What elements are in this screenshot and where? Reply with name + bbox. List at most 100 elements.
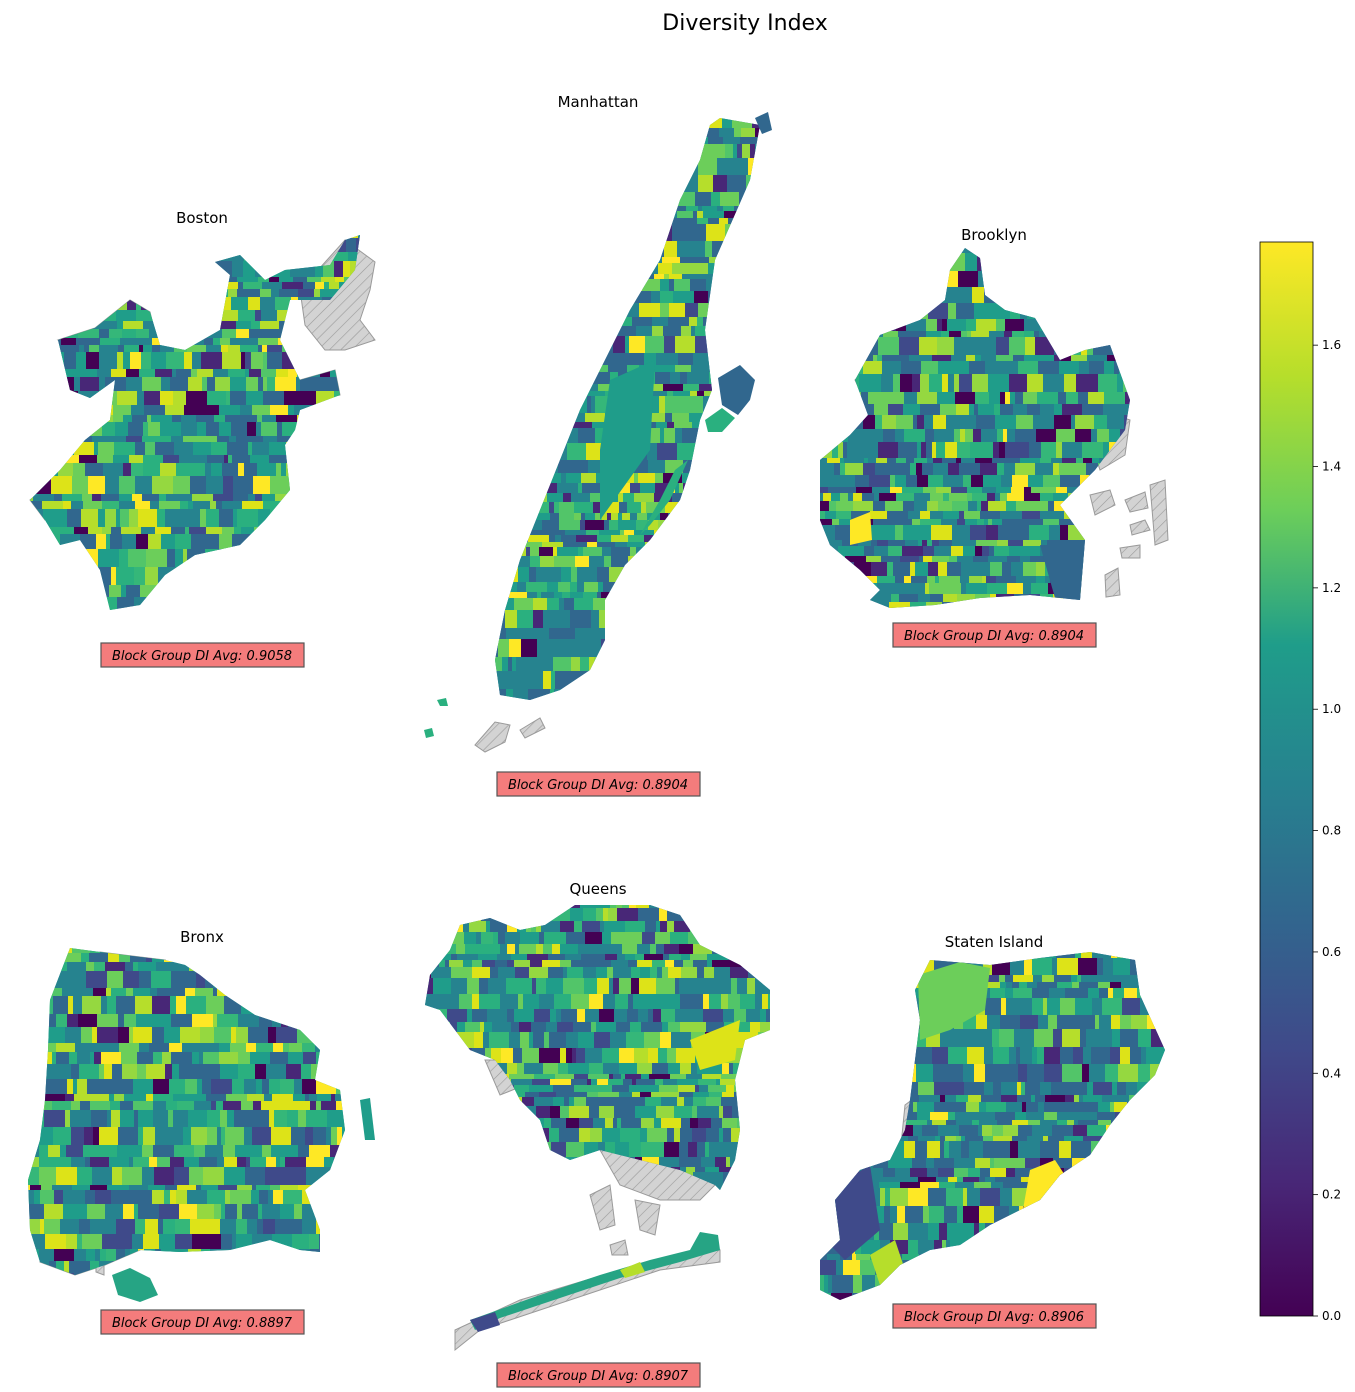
block-group-cell	[747, 978, 755, 994]
block-group-cell	[340, 1234, 344, 1249]
block-group-cell	[1122, 998, 1140, 1015]
block-group-cell	[997, 540, 1008, 546]
block-group-cell	[184, 310, 203, 321]
block-group-cell	[828, 487, 841, 493]
block-group-cell	[161, 377, 170, 391]
block-group-cell	[501, 144, 521, 158]
block-group-cell	[327, 1110, 345, 1127]
block-group-cell	[763, 1157, 770, 1167]
block-group-cell	[686, 502, 698, 513]
block-group-cell	[1020, 458, 1040, 463]
block-group-cell	[228, 455, 232, 463]
block-group-cell	[83, 988, 93, 996]
block-group-cell	[750, 932, 761, 944]
block-group-cell	[28, 1127, 35, 1145]
block-group-cell	[925, 952, 937, 958]
block-group-cell	[609, 336, 613, 353]
block-group-cell	[77, 297, 93, 310]
block-group-cell	[534, 274, 551, 279]
block-group-cell	[314, 289, 320, 297]
block-group-cell	[543, 944, 552, 954]
block-group-cell	[141, 527, 155, 534]
block-group-cell	[569, 639, 588, 657]
block-group-cell	[177, 1014, 192, 1027]
block-group-cell	[703, 365, 709, 372]
block-group-cell	[512, 291, 531, 303]
block-group-cell	[620, 110, 629, 118]
block-group-cell	[425, 1022, 426, 1032]
block-group-cell	[843, 475, 855, 487]
block-group-cell	[200, 321, 215, 329]
block-group-cell	[1040, 404, 1050, 415]
block-group-cell	[298, 338, 306, 345]
block-group-cell	[248, 297, 260, 310]
block-group-cell	[979, 952, 995, 958]
block-group-cell	[757, 391, 760, 396]
block-group-cell	[82, 310, 101, 321]
block-group-cell	[74, 1249, 78, 1261]
block-group-cell	[604, 137, 608, 144]
block-group-cell	[572, 365, 579, 372]
block-group-cell	[302, 1219, 316, 1234]
block-group-cell	[581, 317, 588, 326]
block-group-cell	[231, 422, 247, 436]
block-group-cell	[741, 908, 749, 921]
block-group-cell	[531, 628, 549, 639]
block-group-cell	[114, 1094, 124, 1101]
block-group-cell	[51, 509, 67, 527]
block-group-cell	[609, 520, 618, 530]
block-group-cell	[1071, 355, 1076, 361]
block-group-cell	[38, 962, 43, 971]
block-group-cell	[307, 509, 311, 527]
block-group-cell	[241, 1101, 253, 1110]
block-group-cell	[850, 594, 856, 602]
block-group-cell	[874, 602, 878, 608]
block-group-cell	[622, 279, 633, 291]
block-group-cell	[559, 428, 578, 443]
block-group-cell	[300, 534, 319, 549]
block-group-cell	[263, 352, 267, 369]
block-group-cell	[706, 689, 727, 700]
block-group-cell	[760, 1022, 770, 1032]
block-group-cell	[885, 501, 903, 511]
block-group-cell	[679, 483, 683, 493]
block-group-cell	[341, 1190, 345, 1204]
block-group-cell	[768, 598, 777, 610]
block-group-cell	[669, 547, 681, 556]
block-group-cell	[1019, 982, 1027, 988]
block-group-cell	[48, 252, 55, 261]
block-group-cell	[1024, 493, 1040, 501]
block-group-cell	[731, 1128, 752, 1142]
block-group-cell	[969, 576, 982, 583]
block-group-cell	[636, 224, 652, 241]
block-group-cell	[765, 391, 777, 396]
block-group-cell	[464, 932, 476, 944]
block-group-cell	[500, 110, 516, 118]
block-group-cell	[233, 494, 248, 501]
block-group-cell	[218, 549, 235, 567]
block-group-cell	[720, 263, 732, 274]
block-group-cell	[464, 1142, 478, 1157]
block-group-cell	[871, 988, 890, 998]
block-group-cell	[158, 1219, 163, 1234]
block-group-cell	[298, 1185, 317, 1190]
block-group-cell	[689, 317, 697, 326]
block-group-cell	[56, 405, 67, 415]
block-group-cell	[637, 582, 657, 592]
block-group-cell	[55, 1157, 71, 1167]
block-group-cell	[833, 988, 846, 998]
block-group-cell	[1027, 374, 1043, 392]
block-group-cell	[60, 534, 80, 549]
block-group-cell	[764, 460, 773, 473]
block-group-cell	[767, 428, 778, 443]
block-group-cell	[713, 175, 727, 192]
block-group-cell	[765, 1048, 770, 1063]
block-group-cell	[440, 1106, 449, 1118]
block-group-cell	[515, 263, 520, 274]
block-group-cell	[539, 384, 549, 391]
block-group-cell	[1119, 271, 1130, 287]
block-group-cell	[636, 326, 652, 336]
block-group-cell	[451, 967, 472, 978]
block-group-cell	[164, 953, 185, 962]
block-group-cell	[376, 442, 392, 455]
